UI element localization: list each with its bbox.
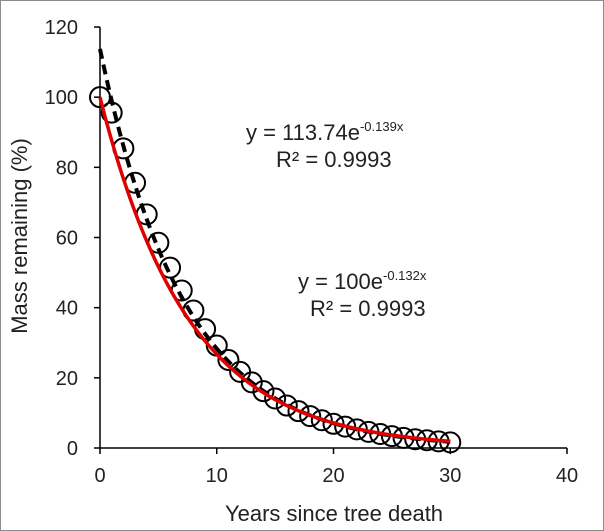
y-tick-label: 60 (56, 228, 78, 250)
fit-2-equation-exponent: -0.132x (383, 268, 427, 283)
data-point (252, 380, 275, 403)
y-axis-ticks: 0 20 40 60 80 100 120 (45, 17, 100, 460)
y-tick-label: 0 (67, 438, 78, 460)
data-point (240, 371, 263, 394)
data-point (264, 387, 287, 410)
y-tick-label: 40 (56, 298, 78, 320)
y-tick-label: 100 (45, 87, 78, 109)
data-point (334, 415, 357, 438)
y-tick-label: 120 (45, 17, 78, 39)
fit-1-equation-base: y = 113.74e (246, 120, 360, 145)
data-point (310, 409, 333, 432)
data-point (322, 412, 345, 435)
data-point (287, 400, 310, 423)
fit-1-r2: R² = 0.9993 (276, 147, 392, 172)
data-point (275, 394, 298, 417)
x-tick-label: 20 (322, 465, 344, 487)
x-tick-label: 10 (206, 465, 228, 487)
data-point (217, 348, 240, 371)
x-axis-label: Years since tree death (225, 501, 443, 526)
y-tick-label: 20 (56, 368, 78, 390)
data-point (439, 431, 462, 454)
y-axis-label: Mass remaining (%) (7, 138, 32, 334)
fit-2-r2: R² = 0.9993 (310, 296, 426, 321)
fit-1-equation-exponent: -0.139x (360, 119, 404, 134)
x-tick-label: 40 (556, 465, 578, 487)
x-axis-ticks: 0 10 20 30 40 (94, 448, 578, 487)
fit-2-equation-base: y = 100e (298, 269, 383, 294)
x-tick-label: 0 (94, 465, 105, 487)
fit-2-red-curve (98, 96, 451, 444)
fit-1-equation: y = 113.74e-0.139x (246, 119, 404, 145)
y-tick-label: 80 (56, 157, 78, 179)
fit-2-equation: y = 100e-0.132x (298, 268, 427, 294)
data-point (299, 405, 322, 428)
fit-1-dashed-curve (98, 48, 451, 444)
x-tick-label: 30 (439, 465, 461, 487)
